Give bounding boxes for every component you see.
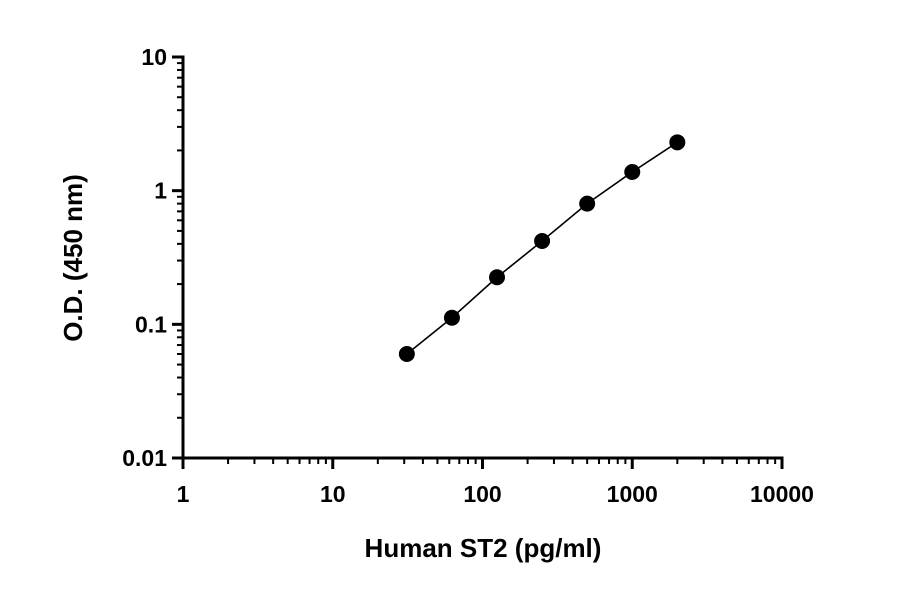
data-point [489, 269, 506, 286]
data-point [398, 345, 415, 362]
x-tick-label: 1000 [607, 481, 658, 507]
data-point [669, 134, 686, 151]
data-point [624, 163, 641, 180]
y-axis-title: O.D. (450 nm) [58, 174, 88, 342]
y-axis: 0.01 0.1 1 10 [122, 44, 185, 471]
data-point [534, 233, 551, 250]
data-point [579, 195, 596, 212]
data-point [443, 309, 460, 326]
y-tick-label: 1 [154, 178, 167, 204]
x-tick-label: 10000 [750, 481, 814, 507]
x-tick-label: 10 [320, 481, 346, 507]
x-tick-label: 1 [177, 481, 190, 507]
y-tick-label: 0.01 [122, 445, 167, 471]
data-points [398, 134, 686, 362]
x-axis-title: Human ST2 (pg/ml) [365, 533, 602, 563]
y-tick-label: 0.1 [135, 311, 167, 337]
x-tick-label: 100 [463, 481, 501, 507]
x-axis: 1 10 100 1000 10000 [177, 456, 814, 507]
y-tick-label: 10 [141, 44, 167, 70]
